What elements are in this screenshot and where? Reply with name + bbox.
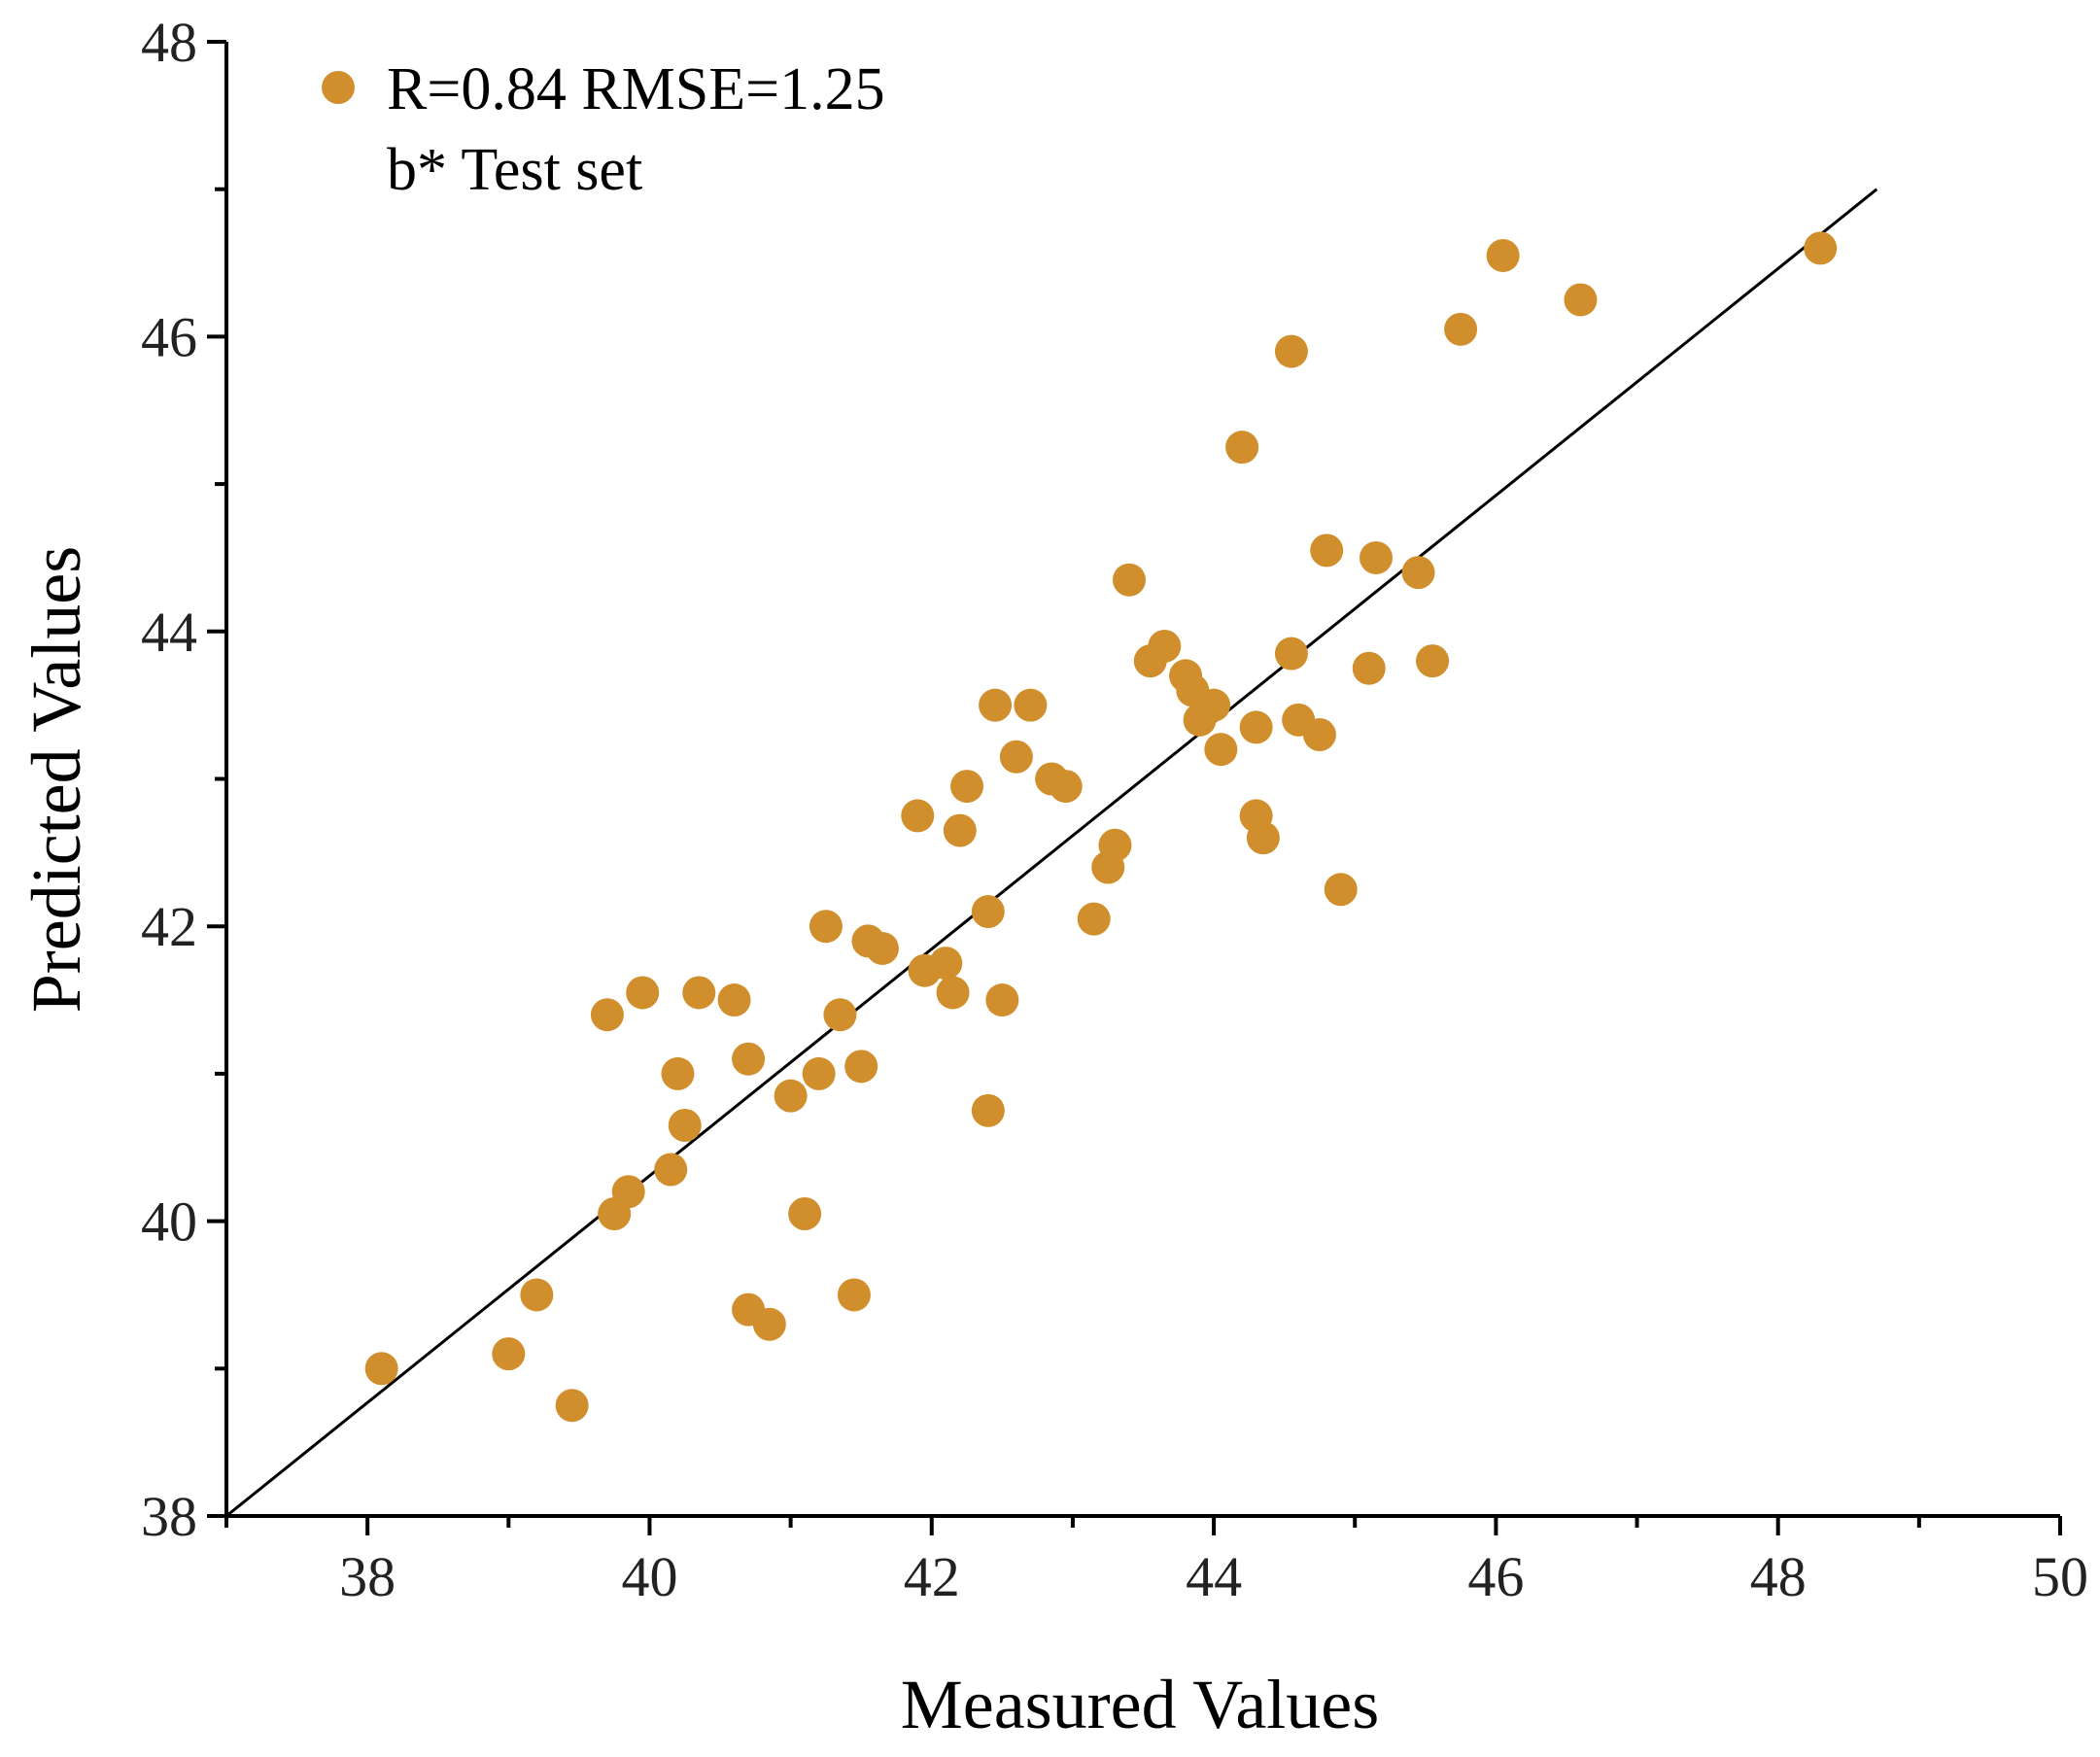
data-point [611,1175,645,1209]
data-point [1274,334,1308,368]
data-point [732,1042,766,1076]
data-point [1014,688,1048,722]
data-point [668,1108,702,1142]
legend: R=0.84 RMSE=1.25 b* Test set [322,56,885,203]
x-tick-label: 44 [1186,1545,1242,1608]
x-tick-label: 48 [1750,1545,1807,1608]
data-point [774,1079,808,1113]
data-point [1239,710,1273,744]
data-point [1360,540,1394,574]
data-point [901,799,935,833]
y-tick-label: 40 [141,1190,197,1254]
data-point [682,976,716,1010]
data-point [364,1352,398,1386]
data-point [971,1093,1005,1127]
x-tick-label: 40 [621,1545,677,1608]
y-tick-label: 38 [141,1485,197,1548]
data-point [1324,873,1358,907]
data-point [979,688,1013,722]
data-point [943,813,977,847]
legend-marker [322,71,355,104]
data-point [1564,283,1598,317]
data-point [1310,534,1344,568]
data-point [717,983,751,1017]
data-point [1486,238,1520,272]
data-point [999,740,1033,774]
data-point [837,1278,871,1312]
data-point [1077,902,1111,936]
x-tick-label: 46 [1467,1545,1524,1608]
data-point [950,770,984,804]
data-points-layer [364,231,1838,1423]
data-point [752,1307,786,1341]
data-point [1302,717,1336,751]
data-point [823,998,857,1032]
data-point [1416,644,1450,678]
data-point [492,1337,526,1371]
data-point [971,895,1005,929]
y-tick-label: 44 [141,601,197,664]
data-point [936,976,970,1010]
data-point [1098,828,1132,862]
data-point [802,1056,836,1090]
data-point [1804,231,1838,265]
data-point [1246,821,1280,855]
data-point [788,1197,822,1231]
data-point [1112,563,1146,597]
y-tick-label: 42 [141,895,197,958]
data-point [985,983,1019,1017]
reference-line-layer [225,188,1878,1518]
data-point [1197,688,1231,722]
legend-stats-label: R=0.84 RMSE=1.25 [387,56,885,122]
x-tick-label: 42 [904,1545,960,1608]
data-point [929,947,963,981]
x-tick-label: 38 [339,1545,396,1608]
y-axis-title: Predicted Values [17,546,95,1014]
data-point [555,1389,589,1423]
data-point [1274,637,1308,671]
data-point [1352,651,1386,685]
x-tick-label: 50 [2032,1545,2088,1608]
y-tick-label: 46 [141,305,197,368]
reference-line [225,188,1878,1518]
data-point [626,976,660,1010]
data-point [865,931,899,965]
data-point [661,1056,695,1090]
data-point [809,910,843,944]
axes-layer: 38 40 42 44 46 48 50 38 40 42 44 46 48 [141,11,2088,1608]
legend-series-label: b* Test set [387,137,642,203]
data-point [1049,770,1083,804]
y-tick-label: 48 [141,11,197,74]
data-point [1148,629,1182,663]
data-point [520,1278,554,1312]
data-point [844,1050,878,1084]
data-point [1204,733,1238,767]
data-point [654,1153,688,1187]
data-point [1225,431,1259,465]
x-axis-title: Measured Values [901,1666,1380,1743]
data-point [1401,556,1435,590]
data-point [1444,312,1478,346]
data-point [590,998,624,1032]
